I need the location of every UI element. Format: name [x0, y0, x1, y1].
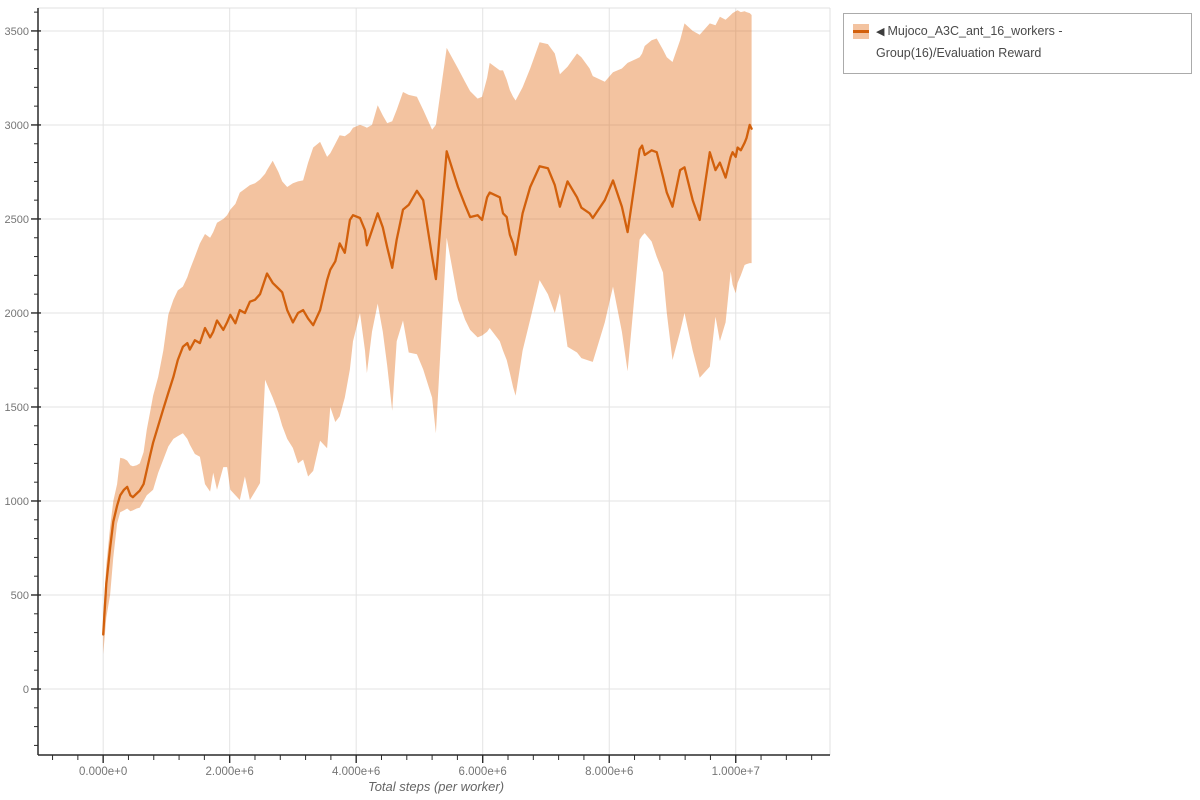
- x-tick-label: 0.000e+0: [79, 766, 127, 778]
- y-tick-label: 500: [11, 590, 29, 602]
- mean-line: [102, 123, 753, 636]
- series-line-icon: [853, 30, 869, 33]
- x-tick-label: 1.000e+7: [712, 766, 760, 778]
- legend-label: Mujoco_A3C_ant_16_workers - Group(16)/Ev…: [876, 24, 1063, 60]
- y-tick-label: 3000: [5, 120, 29, 132]
- y-tick-label: 1500: [5, 402, 29, 414]
- y-tick-label: 1000: [5, 496, 29, 508]
- x-tick-label: 2.000e+6: [206, 766, 254, 778]
- legend-entry[interactable]: ◀ Mujoco_A3C_ant_16_workers - Group(16)/E…: [876, 21, 1181, 64]
- y-tick-label: 2500: [5, 214, 29, 226]
- x-axis-title: Total steps (per worker): [368, 779, 504, 794]
- legend-collapse-icon[interactable]: ◀: [876, 26, 885, 38]
- x-tick-label: 6.000e+6: [459, 766, 507, 778]
- series-swatch-icon: [853, 24, 869, 39]
- y-tick-label: 2000: [5, 308, 29, 320]
- confidence-band: [103, 10, 752, 655]
- x-tick-label: 4.000e+6: [332, 766, 380, 778]
- x-tick-label: 8.000e+6: [585, 766, 633, 778]
- y-tick-label: 3500: [5, 26, 29, 38]
- legend[interactable]: ◀ Mujoco_A3C_ant_16_workers - Group(16)/E…: [843, 13, 1192, 74]
- y-tick-label: 0: [23, 684, 29, 696]
